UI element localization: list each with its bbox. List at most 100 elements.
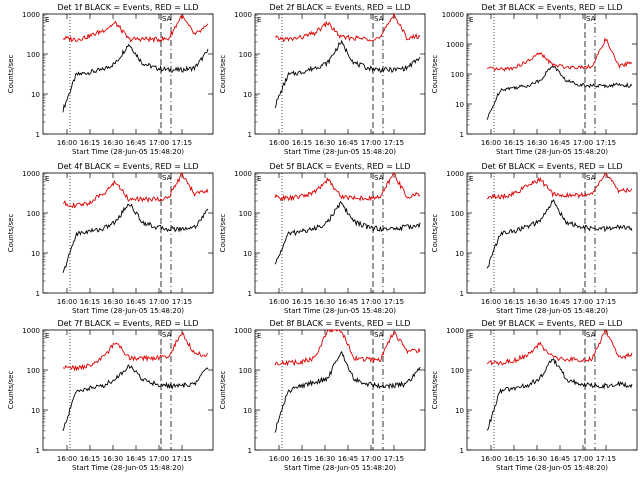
x-axis-label: Start Time (28-Jun-05 15:48:20) — [284, 307, 396, 315]
y-tick-label: 10000 — [442, 11, 464, 19]
flag-label: SA — [586, 15, 596, 23]
panel-title: Det 4f BLACK = Events, RED = LLD — [57, 162, 198, 171]
x-tick-label: 16:15 — [292, 455, 312, 463]
x-tick-label: 16:00 — [481, 139, 501, 147]
panel-title: Det 2f BLACK = Events, RED = LLD — [269, 3, 410, 12]
panel-det-5: Det 5f BLACK = Events, RED = LLD 1 10 100 10… — [219, 162, 426, 315]
y-tick-label: 10 — [455, 407, 464, 415]
y-tick-label: 1 — [248, 131, 252, 139]
lld-series-line — [274, 329, 421, 367]
x-tick-label: 17:00 — [361, 139, 381, 147]
y-tick-label: 1 — [248, 447, 252, 455]
lld-series-line — [62, 14, 209, 44]
x-tick-label: 16:15 — [80, 139, 100, 147]
panel-det-3: Det 3f BLACK = Events, RED = LLD 1 10 100 10… — [431, 3, 638, 156]
x-tick-label: 16:30 — [315, 455, 335, 463]
panel-title: Det 7f BLACK = Events, RED = LLD — [57, 319, 198, 328]
flag-label: E — [257, 16, 261, 24]
y-tick-label: 100 — [239, 367, 252, 375]
x-tick-label: 16:45 — [338, 298, 358, 306]
lld-series-line — [62, 331, 209, 372]
flag-label: E — [45, 332, 49, 340]
plot-frame — [466, 172, 638, 294]
panel-det-7: Det 7f BLACK = Events, RED = LLD 1 10 100 10… — [7, 319, 214, 472]
x-tick-label: 16:15 — [292, 139, 312, 147]
y-tick-label: 1 — [36, 290, 40, 298]
panel-title: Det 9f BLACK = Events, RED = LLD — [481, 319, 622, 328]
y-tick-label: 100 — [27, 51, 40, 59]
y-axis-label: Counts/sec — [7, 55, 15, 94]
y-tick-label: 1000 — [234, 327, 252, 335]
x-tick-label: 16:00 — [269, 139, 289, 147]
x-tick-label: 16:30 — [527, 455, 547, 463]
x-tick-label: 16:30 — [527, 139, 547, 147]
events-series-line — [62, 43, 209, 113]
x-tick-label: 16:15 — [80, 455, 100, 463]
y-axis-label: Counts/sec — [431, 371, 439, 410]
x-tick-label: 16:30 — [315, 298, 335, 306]
y-tick-label: 100 — [451, 210, 464, 218]
events-series-line — [62, 203, 209, 274]
plot-frame — [42, 329, 214, 451]
y-tick-label: 100 — [239, 210, 252, 218]
panel-title: Det 5f BLACK = Events, RED = LLD — [269, 162, 410, 171]
y-tick-label: 10 — [31, 407, 40, 415]
panel-title: Det 3f BLACK = Events, RED = LLD — [481, 3, 622, 12]
y-tick-label: 1000 — [446, 170, 464, 178]
flag-label: SA — [586, 174, 596, 182]
x-tick-label: 17:15 — [384, 455, 404, 463]
x-tick-label: 16:00 — [481, 298, 501, 306]
y-axis-label: Counts/sec — [219, 55, 227, 94]
y-tick-label: 1000 — [446, 327, 464, 335]
flag-label: SA — [162, 174, 172, 182]
x-tick-label: 16:30 — [103, 298, 123, 306]
x-tick-label: 16:45 — [338, 139, 358, 147]
x-tick-label: 16:15 — [80, 298, 100, 306]
events-series-line — [274, 350, 421, 433]
x-axis-label: Start Time (28-Jun-05 15:48:20) — [496, 307, 608, 315]
panel-det-4: Det 4f BLACK = Events, RED = LLD 1 10 100 10… — [7, 162, 214, 315]
y-axis-label: Counts/sec — [431, 214, 439, 253]
y-tick-label: 1000 — [234, 11, 252, 19]
lld-series-line — [486, 37, 633, 72]
events-series-line — [486, 358, 633, 431]
panel-title: Det 1f BLACK = Events, RED = LLD — [57, 3, 198, 12]
x-tick-label: 16:00 — [269, 455, 289, 463]
x-tick-label: 16:45 — [550, 455, 570, 463]
y-tick-label: 100 — [27, 210, 40, 218]
events-series-line — [62, 364, 209, 431]
y-tick-label: 1 — [248, 290, 252, 298]
y-tick-label: 100 — [451, 71, 464, 79]
panel-det-1: Det 1f BLACK = Events, RED = LLD 1 10 100 10… — [7, 3, 214, 156]
plot-frame — [42, 13, 214, 135]
lld-series-line — [486, 329, 633, 366]
y-axis-label: Counts/sec — [7, 214, 15, 253]
x-tick-label: 16:15 — [504, 298, 524, 306]
y-tick-label: 100 — [451, 367, 464, 375]
x-tick-label: 16:45 — [550, 139, 570, 147]
events-series-line — [486, 64, 633, 120]
panel-title: Det 6f BLACK = Events, RED = LLD — [481, 162, 622, 171]
events-series-line — [274, 39, 421, 109]
y-tick-label: 1000 — [446, 41, 464, 49]
x-tick-label: 16:00 — [57, 139, 77, 147]
lld-series-line — [274, 172, 421, 202]
events-series-line — [486, 199, 633, 269]
x-tick-label: 17:00 — [573, 455, 593, 463]
x-tick-label: 16:45 — [338, 455, 358, 463]
x-axis-label: Start Time (28-Jun-05 15:48:20) — [496, 148, 608, 156]
x-tick-label: 16:00 — [57, 298, 77, 306]
x-tick-label: 16:45 — [126, 455, 146, 463]
y-axis-label: Counts/sec — [7, 371, 15, 410]
y-tick-label: 10 — [31, 250, 40, 258]
x-tick-label: 16:15 — [292, 298, 312, 306]
x-tick-label: 17:15 — [172, 455, 192, 463]
plot-frame — [254, 172, 426, 294]
flag-label: SA — [162, 15, 172, 23]
flag-label: SA — [586, 331, 596, 339]
y-tick-label: 10 — [455, 101, 464, 109]
flag-label: E — [45, 175, 49, 183]
x-tick-label: 17:15 — [596, 139, 616, 147]
y-tick-label: 10 — [243, 91, 252, 99]
